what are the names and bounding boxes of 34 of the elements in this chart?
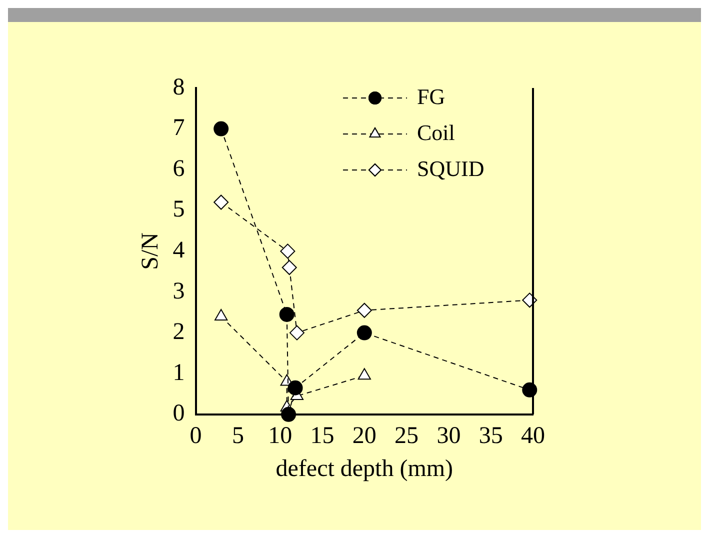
y-tick-label: 8 <box>172 74 185 100</box>
point <box>289 325 304 340</box>
point <box>356 302 372 318</box>
point <box>282 260 297 276</box>
x-tick-label: 25 <box>394 423 419 450</box>
x-axis-title: defect depth (mm) <box>276 456 454 482</box>
y-axis-title: S/N <box>138 232 164 270</box>
y-tick-label: 7 <box>172 115 185 142</box>
legend-label: SQUID <box>417 156 484 181</box>
point <box>358 368 371 380</box>
y-tick-label: 5 <box>172 196 185 223</box>
point <box>279 306 294 322</box>
point <box>214 194 229 210</box>
x-tick-label: 0 <box>190 423 202 450</box>
point <box>280 244 296 259</box>
x-tick-label: 5 <box>232 423 244 450</box>
x-tick-label: 20 <box>352 423 376 450</box>
y-tick-label: 4 <box>172 237 185 264</box>
x-tick-label: 40 <box>521 423 545 450</box>
y-tick-label: 3 <box>172 278 185 304</box>
point <box>288 380 303 396</box>
x-tick-label: 35 <box>478 423 503 450</box>
point <box>214 121 229 136</box>
y-tick-label: 0 <box>172 400 185 427</box>
y-tick-label: 1 <box>172 360 185 386</box>
x-tick-label: 15 <box>310 423 334 450</box>
y-tick-label: 2 <box>172 319 185 346</box>
legend-label: FG <box>417 84 446 109</box>
legend-label: Coil <box>417 120 455 145</box>
y-tick-label: 6 <box>172 156 185 182</box>
x-tick-label: 10 <box>268 423 292 450</box>
x-tick-label: 30 <box>436 423 461 450</box>
point <box>356 325 372 340</box>
point <box>281 406 296 422</box>
